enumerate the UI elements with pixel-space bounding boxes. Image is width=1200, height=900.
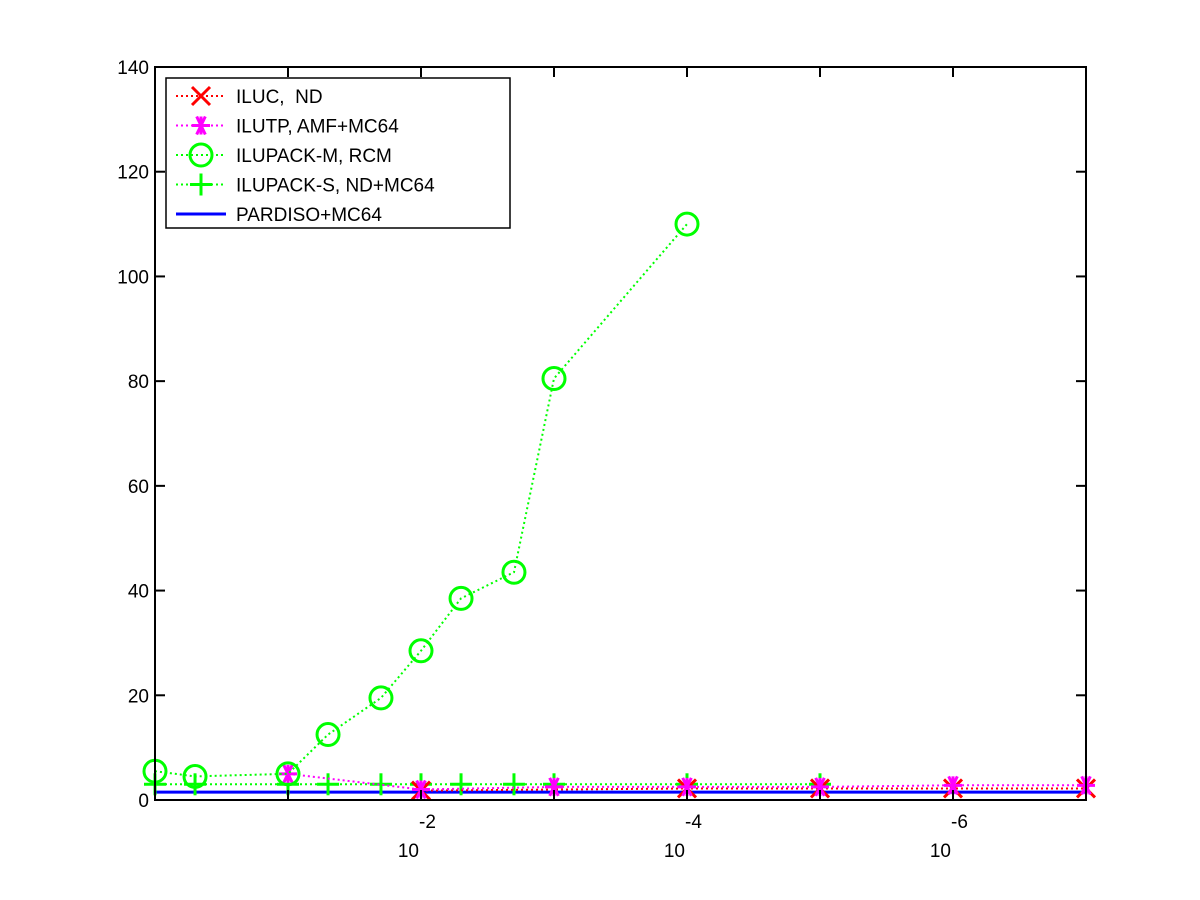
data-point-ilupack-m-rcm: [182, 763, 208, 789]
x-tick-label-base: 10: [398, 841, 419, 862]
legend-entry-ilupack-s-nd-mc64: ILUPACK-S, ND+MC64: [176, 173, 435, 197]
x-tick-label-exponent: -4: [685, 812, 702, 833]
legend-label: ILUPACK-M, RCM: [236, 146, 392, 167]
x-tick-label-exponent: -2: [419, 812, 436, 833]
legend-label: ILUC, ND: [236, 87, 323, 108]
legend-box: [165, 77, 511, 229]
series-layer: [142, 211, 1097, 801]
legend-label: ILUTP, AMF+MC64: [236, 117, 399, 138]
y-tick-label: 60: [128, 477, 149, 498]
legend-marker-stroke: [190, 85, 212, 107]
data-point-ilupack-m-rcm: [448, 585, 474, 611]
series-line-iluc-nd: [420, 787, 1086, 792]
legend-marker: [190, 85, 212, 107]
data-point-ilutp-amf-mc64: [279, 764, 297, 784]
legend-marker: [190, 173, 212, 196]
series-ilupack-m-rcm: [142, 211, 700, 789]
x-tick-label: 10-4: [664, 812, 702, 862]
legend-entry-ilupack-m-rcm: ILUPACK-M, RCM: [176, 142, 392, 168]
data-point-ilupack-s-nd-mc64: [317, 773, 340, 796]
data-point-ilupack-m-rcm: [315, 722, 341, 748]
legend-entry-iluc-nd: ILUC, ND: [176, 85, 323, 108]
legend: ILUC, ND ILUTP, AMF+MC64 ILUPACK-M, RCM ILU…: [165, 77, 511, 229]
x-tick-label-base: 10: [664, 841, 685, 862]
data-point-ilupack-m-rcm: [408, 638, 434, 664]
y-tick-label: 20: [128, 686, 149, 707]
x-tick-label: 10-2: [398, 812, 436, 862]
data-point-ilupack-m-rcm: [368, 685, 394, 711]
legend-entry-ilutp-amf-mc64: ILUTP, AMF+MC64: [176, 115, 399, 138]
data-point-ilupack-s-nd-mc64: [450, 773, 473, 796]
data-point-ilupack-m-rcm: [501, 559, 527, 585]
legend-label: ILUPACK-S, ND+MC64: [236, 176, 435, 197]
data-point-ilupack-m-rcm: [275, 761, 301, 787]
y-tick-label: 80: [128, 372, 149, 393]
y-tick-label: 40: [128, 582, 149, 603]
x-tick-label-exponent: -6: [951, 812, 968, 833]
data-point-ilutp-amf-mc64: [412, 779, 430, 800]
data-point-ilupack-m-rcm: [674, 211, 700, 237]
series-line-ilupack-m-rcm: [154, 223, 688, 778]
legend-marker: [192, 115, 210, 136]
y-tick-label: 0: [138, 791, 149, 812]
legend-label: PARDISO+MC64: [236, 205, 382, 226]
legend-entry-pardiso-mc64: PARDISO+MC64: [176, 205, 382, 226]
x-tick-label: 10-6: [930, 812, 968, 862]
data-point-ilupack-s-nd-mc64: [502, 773, 525, 796]
y-tick-label: 120: [117, 163, 149, 184]
legend-marker: [188, 142, 214, 168]
data-point-ilupack-m-rcm: [541, 366, 567, 392]
y-tick-label: 140: [117, 58, 149, 79]
y-tick-label: 100: [117, 267, 149, 288]
x-tick-label-base: 10: [930, 841, 951, 862]
axes-frame: [154, 66, 1087, 801]
